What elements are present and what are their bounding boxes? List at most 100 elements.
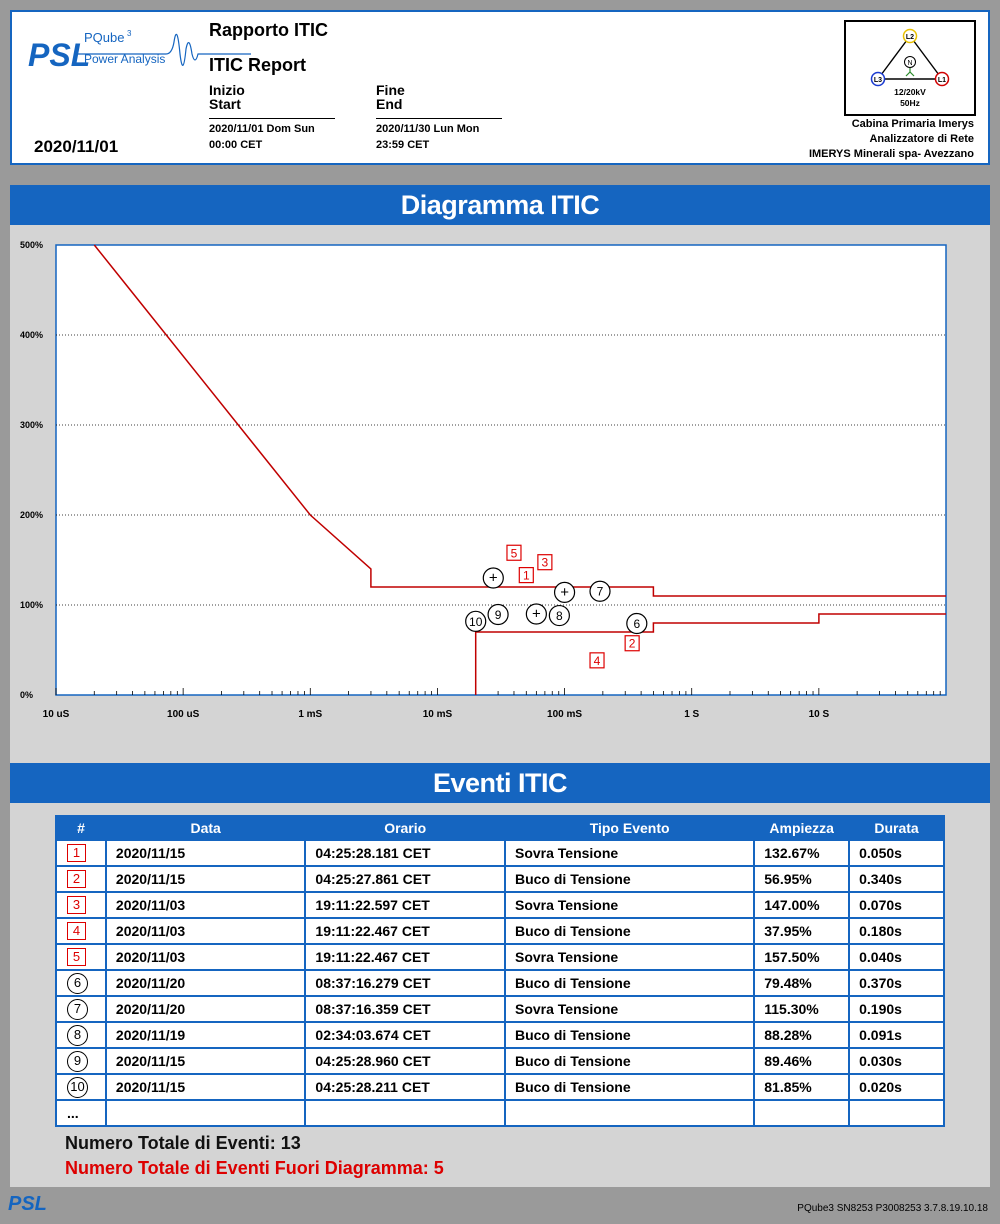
logo-product: PQube [84, 30, 124, 45]
y-tick-label: 200% [20, 510, 43, 520]
chart-marker-circle: + [525, 603, 547, 625]
cell-num: 6 [55, 969, 107, 997]
cell-duration: 0.020s [848, 1073, 945, 1101]
frequency-label: 50Hz [900, 98, 920, 108]
cell-date: 2020/11/20 [104, 995, 307, 1023]
cell-type: Buco di Tensione [503, 865, 756, 893]
x-tick-label: 10 S [809, 709, 830, 720]
x-tick-label: 100 mS [547, 709, 582, 720]
phase-n-label: N [907, 60, 912, 67]
in-range-marker: 6 [67, 972, 88, 994]
cell-date: 2020/11/15 [104, 1047, 307, 1075]
cell-time: 19:11:22.597 CET [304, 891, 506, 919]
report-title-en: ITIC Report [209, 55, 306, 75]
x-tick-label: 10 mS [423, 709, 453, 720]
col-type: Tipo Evento [503, 815, 756, 841]
y-tick-label: 400% [20, 330, 43, 340]
table-row: 4 2020/11/03 19:11:22.467 CET Buco di Tensi… [55, 917, 945, 945]
y-tick-label: 100% [20, 600, 43, 610]
cell-time: 04:25:27.861 CET [304, 865, 506, 893]
cell-date: 2020/11/20 [104, 969, 307, 997]
chart-section-title: Diagramma ITIC [10, 185, 990, 225]
col-num: # [55, 815, 107, 841]
cell-amplitude: 79.48% [753, 969, 851, 997]
chart-marker-label: 2 [629, 637, 636, 651]
cell-num: 8 [55, 1021, 107, 1049]
cell-time: 08:37:16.359 CET [304, 995, 506, 1023]
cell-type: Buco di Tensione [503, 1073, 756, 1101]
y-tick-label: 500% [20, 240, 43, 250]
cell-duration: 0.370s [848, 969, 945, 997]
table-row: 8 2020/11/19 02:34:03.674 CET Buco di Tensi… [55, 1021, 945, 1049]
cell-date: 2020/11/03 [104, 917, 307, 945]
cell-duration: 0.180s [848, 917, 945, 945]
wiring-diagram: L2 N L3 L1 12/20kV 50Hz [844, 20, 976, 116]
itic-chart-section: Diagramma ITIC 0% 100% 200% 300% 400% 500% 10… [10, 185, 990, 763]
chart-marker-square: 2 [624, 635, 640, 652]
phase-l1-label: L1 [938, 77, 946, 84]
chart-marker-square: 3 [537, 554, 553, 571]
total-events-outside: Numero Totale di Eventi Fuori Diagramma:… [65, 1158, 444, 1178]
phase-l2-label: L2 [906, 34, 914, 41]
table-row: 9 2020/11/15 04:25:28.960 CET Buco di Tensi… [55, 1047, 945, 1075]
footer-logo-text: PSL [8, 1193, 47, 1214]
cell-amplitude: 81.85% [753, 1073, 851, 1101]
cell-num: 9 [55, 1047, 107, 1075]
chart-marker-square: 5 [506, 544, 522, 561]
cell-type: Buco di Tensione [503, 1021, 756, 1049]
cell-time: 02:34:03.674 CET [304, 1021, 506, 1049]
table-row: 10 2020/11/15 04:25:28.211 CET Buco di Tens… [55, 1073, 945, 1101]
chart-marker-label: 6 [633, 617, 640, 631]
y-tick-label: 0% [20, 690, 33, 700]
table-row-more: ... [55, 1099, 945, 1127]
cell-amplitude: 88.28% [753, 1021, 851, 1049]
in-range-marker: 8 [67, 1024, 88, 1046]
report-date: 2020/11/01 [34, 137, 119, 156]
cell-type: Buco di Tensione [503, 917, 756, 945]
cell-duration: 0.030s [848, 1047, 945, 1075]
cell-amplitude: 147.00% [753, 891, 851, 919]
cell-time: 04:25:28.960 CET [304, 1047, 506, 1075]
cell-duration: 0.070s [848, 891, 945, 919]
cell-duration: 0.050s [848, 839, 945, 867]
x-tick-label: 10 uS [43, 709, 70, 720]
col-date: Data [104, 815, 307, 841]
cell-time: 19:11:22.467 CET [304, 943, 506, 971]
chart-marker-square: 4 [589, 652, 605, 669]
chart-marker-circle: 6 [626, 612, 648, 635]
out-of-range-marker: 2 [67, 870, 86, 888]
start-divider [209, 118, 335, 119]
cell-time: 04:25:28.181 CET [304, 839, 506, 867]
cell-time: 19:11:22.467 CET [304, 917, 506, 945]
cell-time: 08:37:16.279 CET [304, 969, 506, 997]
chart-marker-label: 10 [469, 615, 483, 629]
voltage-label: 12/20kV [894, 87, 926, 97]
device-info: PQube3 SN8253 P3008253 3.7.8.19.10.18 [797, 1203, 988, 1214]
cell-empty [753, 1099, 851, 1127]
cell-num: 2 [55, 865, 107, 893]
cell-time: 04:25:28.211 CET [304, 1073, 506, 1101]
report-header: PSL PQube 3 Power Analysis Rapporto ITIC… [10, 10, 990, 165]
end-date: 2020/11/30 Lun Mon [376, 123, 480, 135]
itic-events-section: Eventi ITIC # Data Orario Tipo Evento Am… [10, 763, 990, 1187]
cell-amplitude: 89.46% [753, 1047, 851, 1075]
cell-num: 1 [55, 839, 107, 867]
x-tick-label: 1 mS [298, 709, 322, 720]
cell-amplitude: 56.95% [753, 865, 851, 893]
chart-marker-label: 1 [523, 569, 530, 583]
cell-empty [104, 1099, 307, 1127]
out-of-range-marker: 5 [67, 948, 86, 966]
col-time: Orario [304, 815, 506, 841]
cell-num: 10 [55, 1073, 107, 1101]
table-row: 2 2020/11/15 04:25:27.861 CET Buco di Tensi… [55, 865, 945, 893]
chart-marker-label: 7 [597, 585, 604, 599]
col-duration: Durata [848, 815, 945, 841]
cell-duration: 0.190s [848, 995, 945, 1023]
table-row: 5 2020/11/03 19:11:22.467 CET Sovra Tension… [55, 943, 945, 971]
in-range-marker: 9 [67, 1050, 88, 1072]
chart-marker-circle: 9 [487, 603, 509, 626]
site-name: Cabina Primaria Imerys [851, 118, 974, 130]
col-amplitude: Ampiezza [753, 815, 851, 841]
cell-empty [304, 1099, 506, 1127]
chart-marker-label: 3 [542, 556, 549, 570]
